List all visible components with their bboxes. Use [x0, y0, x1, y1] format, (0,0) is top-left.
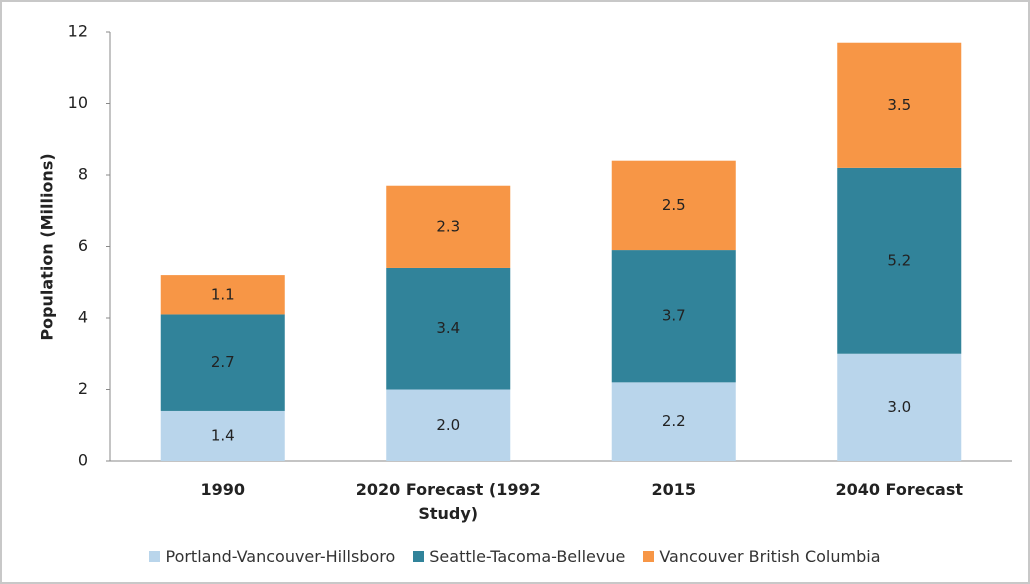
legend-item: Seattle-Tacoma-Bellevue: [413, 547, 625, 566]
legend-label: Portland-Vancouver-Hillsboro: [165, 547, 396, 566]
data-label: 2.0: [436, 416, 460, 434]
y-axis-label: Population (Millions): [38, 153, 57, 340]
y-tick-label: 0: [78, 451, 88, 470]
x-tick-label: 2015: [651, 480, 697, 499]
legend-swatch: [643, 551, 655, 562]
bar-segment: [611, 382, 736, 461]
data-label: 2.5: [662, 196, 686, 214]
data-label: 3.4: [436, 319, 460, 337]
data-label: 5.2: [887, 251, 911, 269]
bar-segment: [837, 353, 962, 461]
bar-segment: [837, 42, 962, 168]
legend-item: Vancouver British Columbia: [643, 547, 881, 566]
data-label: 2.2: [662, 412, 686, 430]
y-tick-label: 10: [68, 93, 88, 112]
x-tick-label: 2040 Forecast: [835, 480, 964, 499]
bar-segment: [386, 267, 511, 390]
x-tick-label: 1990: [200, 480, 246, 499]
y-tick-label: 6: [78, 236, 88, 255]
bar-segment: [160, 314, 285, 411]
bar-segment: [611, 250, 736, 383]
data-label: 3.0: [887, 398, 911, 416]
y-tick-label: 8: [78, 165, 88, 184]
x-tick-label: 2020 Forecast (1992 Study): [355, 480, 541, 523]
data-label: 2.7: [211, 353, 235, 371]
bar-segment: [837, 167, 962, 354]
data-label: 1.1: [211, 285, 235, 303]
data-label: 3.7: [662, 307, 686, 325]
data-label: 2.3: [436, 217, 460, 235]
bar-segment: [386, 389, 511, 461]
legend: Portland-Vancouver-Hillsboro Seattle-Taco…: [2, 547, 1028, 566]
legend-label: Seattle-Tacoma-Bellevue: [429, 547, 626, 566]
data-label: 3.5: [887, 96, 911, 114]
legend-label: Vancouver British Columbia: [659, 547, 881, 566]
y-tick-label: 2: [78, 379, 88, 398]
bar-segment: [160, 410, 285, 461]
bar-segment: [160, 275, 285, 315]
y-tick-label: 4: [78, 308, 88, 327]
y-tick-label: 12: [68, 22, 88, 41]
data-label: 1.4: [211, 426, 235, 444]
legend-swatch: [149, 551, 161, 562]
bar-segment: [611, 160, 736, 251]
bar-segment: [386, 185, 511, 268]
legend-swatch: [413, 551, 425, 562]
legend-item: Portland-Vancouver-Hillsboro: [149, 547, 395, 566]
